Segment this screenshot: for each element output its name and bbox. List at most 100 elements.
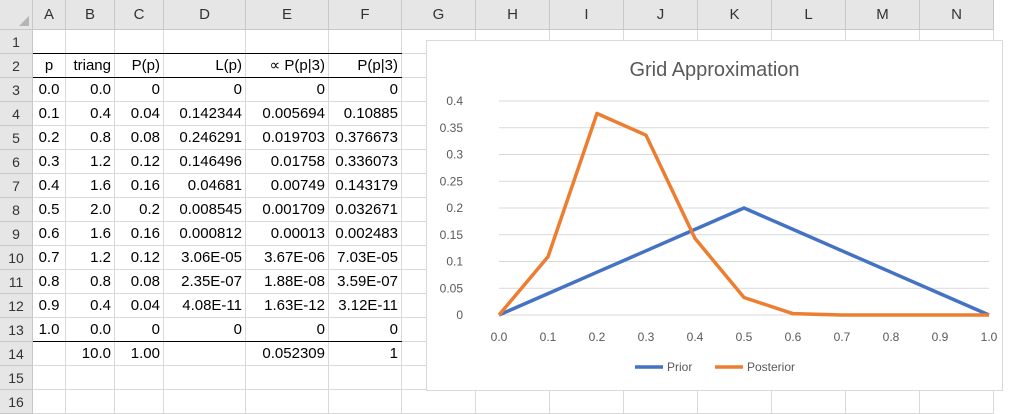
table-cell[interactable]: 0.002483 <box>329 222 402 246</box>
row-header-10[interactable]: 10 <box>0 246 33 270</box>
row-header-2[interactable]: 2 <box>0 54 33 78</box>
table-cell[interactable]: 1.6 <box>66 174 115 198</box>
row-header-9[interactable]: 9 <box>0 222 33 246</box>
row-header-1[interactable]: 1 <box>0 30 33 54</box>
table-header-cell[interactable]: L(p) <box>164 54 246 78</box>
cell[interactable] <box>772 390 846 414</box>
row-header-13[interactable]: 13 <box>0 318 33 342</box>
cell[interactable] <box>66 390 115 414</box>
table-cell[interactable]: 1.63E-12 <box>246 294 329 318</box>
table-cell[interactable]: 0.04681 <box>164 174 246 198</box>
table-cell[interactable]: 0.142344 <box>164 102 246 126</box>
table-cell[interactable]: 0.001709 <box>246 198 329 222</box>
table-cell[interactable]: 3.67E-06 <box>246 246 329 270</box>
table-cell[interactable]: 0.6 <box>33 222 66 246</box>
table-cell[interactable]: 0.8 <box>33 270 66 294</box>
table-cell[interactable]: 0.143179 <box>329 174 402 198</box>
total-cell[interactable]: 1.00 <box>115 342 164 366</box>
table-cell[interactable]: 1.2 <box>66 246 115 270</box>
table-cell[interactable]: 0.005694 <box>246 102 329 126</box>
table-cell[interactable]: 0.04 <box>115 102 164 126</box>
table-cell[interactable]: 0.2 <box>115 198 164 222</box>
table-cell[interactable]: 0.8 <box>66 270 115 294</box>
table-cell[interactable]: 0.08 <box>115 126 164 150</box>
table-cell[interactable]: 0 <box>329 318 402 342</box>
table-cell[interactable]: 2.0 <box>66 198 115 222</box>
total-cell[interactable]: 0.052309 <box>246 342 329 366</box>
column-header-j[interactable]: J <box>624 0 698 30</box>
table-cell[interactable]: 0 <box>164 318 246 342</box>
table-cell[interactable]: 0.04 <box>115 294 164 318</box>
table-cell[interactable]: 0 <box>329 78 402 102</box>
table-cell[interactable]: 0.4 <box>66 294 115 318</box>
row-header-5[interactable]: 5 <box>0 126 33 150</box>
table-cell[interactable]: 0.00749 <box>246 174 329 198</box>
table-cell[interactable]: 0.16 <box>115 174 164 198</box>
column-header-m[interactable]: M <box>846 0 920 30</box>
cell[interactable] <box>846 390 920 414</box>
table-cell[interactable]: 7.03E-05 <box>329 246 402 270</box>
cell[interactable] <box>164 30 246 54</box>
cell[interactable] <box>329 366 402 390</box>
table-cell[interactable]: 0 <box>246 78 329 102</box>
column-header-e[interactable]: E <box>246 0 329 30</box>
column-header-n[interactable]: N <box>920 0 994 30</box>
column-header-h[interactable]: H <box>476 0 550 30</box>
row-header-11[interactable]: 11 <box>0 270 33 294</box>
table-cell[interactable]: 0.08 <box>115 270 164 294</box>
table-cell[interactable]: 0 <box>164 78 246 102</box>
total-cell[interactable]: 1 <box>329 342 402 366</box>
table-cell[interactable]: 0.12 <box>115 150 164 174</box>
table-cell[interactable]: 0.2 <box>33 126 66 150</box>
table-cell[interactable]: 3.06E-05 <box>164 246 246 270</box>
column-header-i[interactable]: I <box>550 0 624 30</box>
row-header-12[interactable]: 12 <box>0 294 33 318</box>
cell[interactable] <box>33 366 66 390</box>
column-header-k[interactable]: K <box>698 0 772 30</box>
table-header-cell[interactable]: P(p) <box>115 54 164 78</box>
cell[interactable] <box>476 390 550 414</box>
column-header-g[interactable]: G <box>402 0 476 30</box>
table-cell[interactable]: 0.019703 <box>246 126 329 150</box>
table-cell[interactable]: 0.01758 <box>246 150 329 174</box>
row-header-16[interactable]: 16 <box>0 390 33 414</box>
row-header-7[interactable]: 7 <box>0 174 33 198</box>
cell[interactable] <box>115 366 164 390</box>
column-header-l[interactable]: L <box>772 0 846 30</box>
column-header-d[interactable]: D <box>164 0 246 30</box>
table-cell[interactable]: 2.35E-07 <box>164 270 246 294</box>
table-cell[interactable]: 0.146496 <box>164 150 246 174</box>
table-cell[interactable]: 0.246291 <box>164 126 246 150</box>
cell[interactable] <box>33 30 66 54</box>
table-cell[interactable]: 0 <box>115 318 164 342</box>
table-cell[interactable]: 0.0 <box>66 318 115 342</box>
table-cell[interactable]: 0.7 <box>33 246 66 270</box>
row-header-4[interactable]: 4 <box>0 102 33 126</box>
table-header-cell[interactable]: triang <box>66 54 115 78</box>
table-cell[interactable]: 0.10885 <box>329 102 402 126</box>
cell[interactable] <box>329 390 402 414</box>
cell[interactable] <box>66 30 115 54</box>
cell[interactable] <box>698 390 772 414</box>
table-cell[interactable]: 0.0 <box>66 78 115 102</box>
table-cell[interactable]: 0.5 <box>33 198 66 222</box>
table-cell[interactable]: 0.9 <box>33 294 66 318</box>
table-cell[interactable]: 0.0 <box>33 78 66 102</box>
cell[interactable] <box>329 30 402 54</box>
cell[interactable] <box>164 390 246 414</box>
table-cell[interactable]: 0.032671 <box>329 198 402 222</box>
cell[interactable] <box>246 366 329 390</box>
table-header-cell[interactable]: p <box>33 54 66 78</box>
table-cell[interactable]: 3.12E-11 <box>329 294 402 318</box>
column-header-a[interactable]: A <box>33 0 66 30</box>
table-cell[interactable]: 1.88E-08 <box>246 270 329 294</box>
table-cell[interactable]: 0 <box>246 318 329 342</box>
row-header-3[interactable]: 3 <box>0 78 33 102</box>
row-header-14[interactable]: 14 <box>0 342 33 366</box>
table-cell[interactable]: 0 <box>115 78 164 102</box>
cell[interactable] <box>624 390 698 414</box>
table-cell[interactable]: 0.336073 <box>329 150 402 174</box>
table-cell[interactable]: 0.376673 <box>329 126 402 150</box>
table-header-cell[interactable]: ∝ P(p|3) <box>246 54 329 78</box>
cell[interactable] <box>550 390 624 414</box>
